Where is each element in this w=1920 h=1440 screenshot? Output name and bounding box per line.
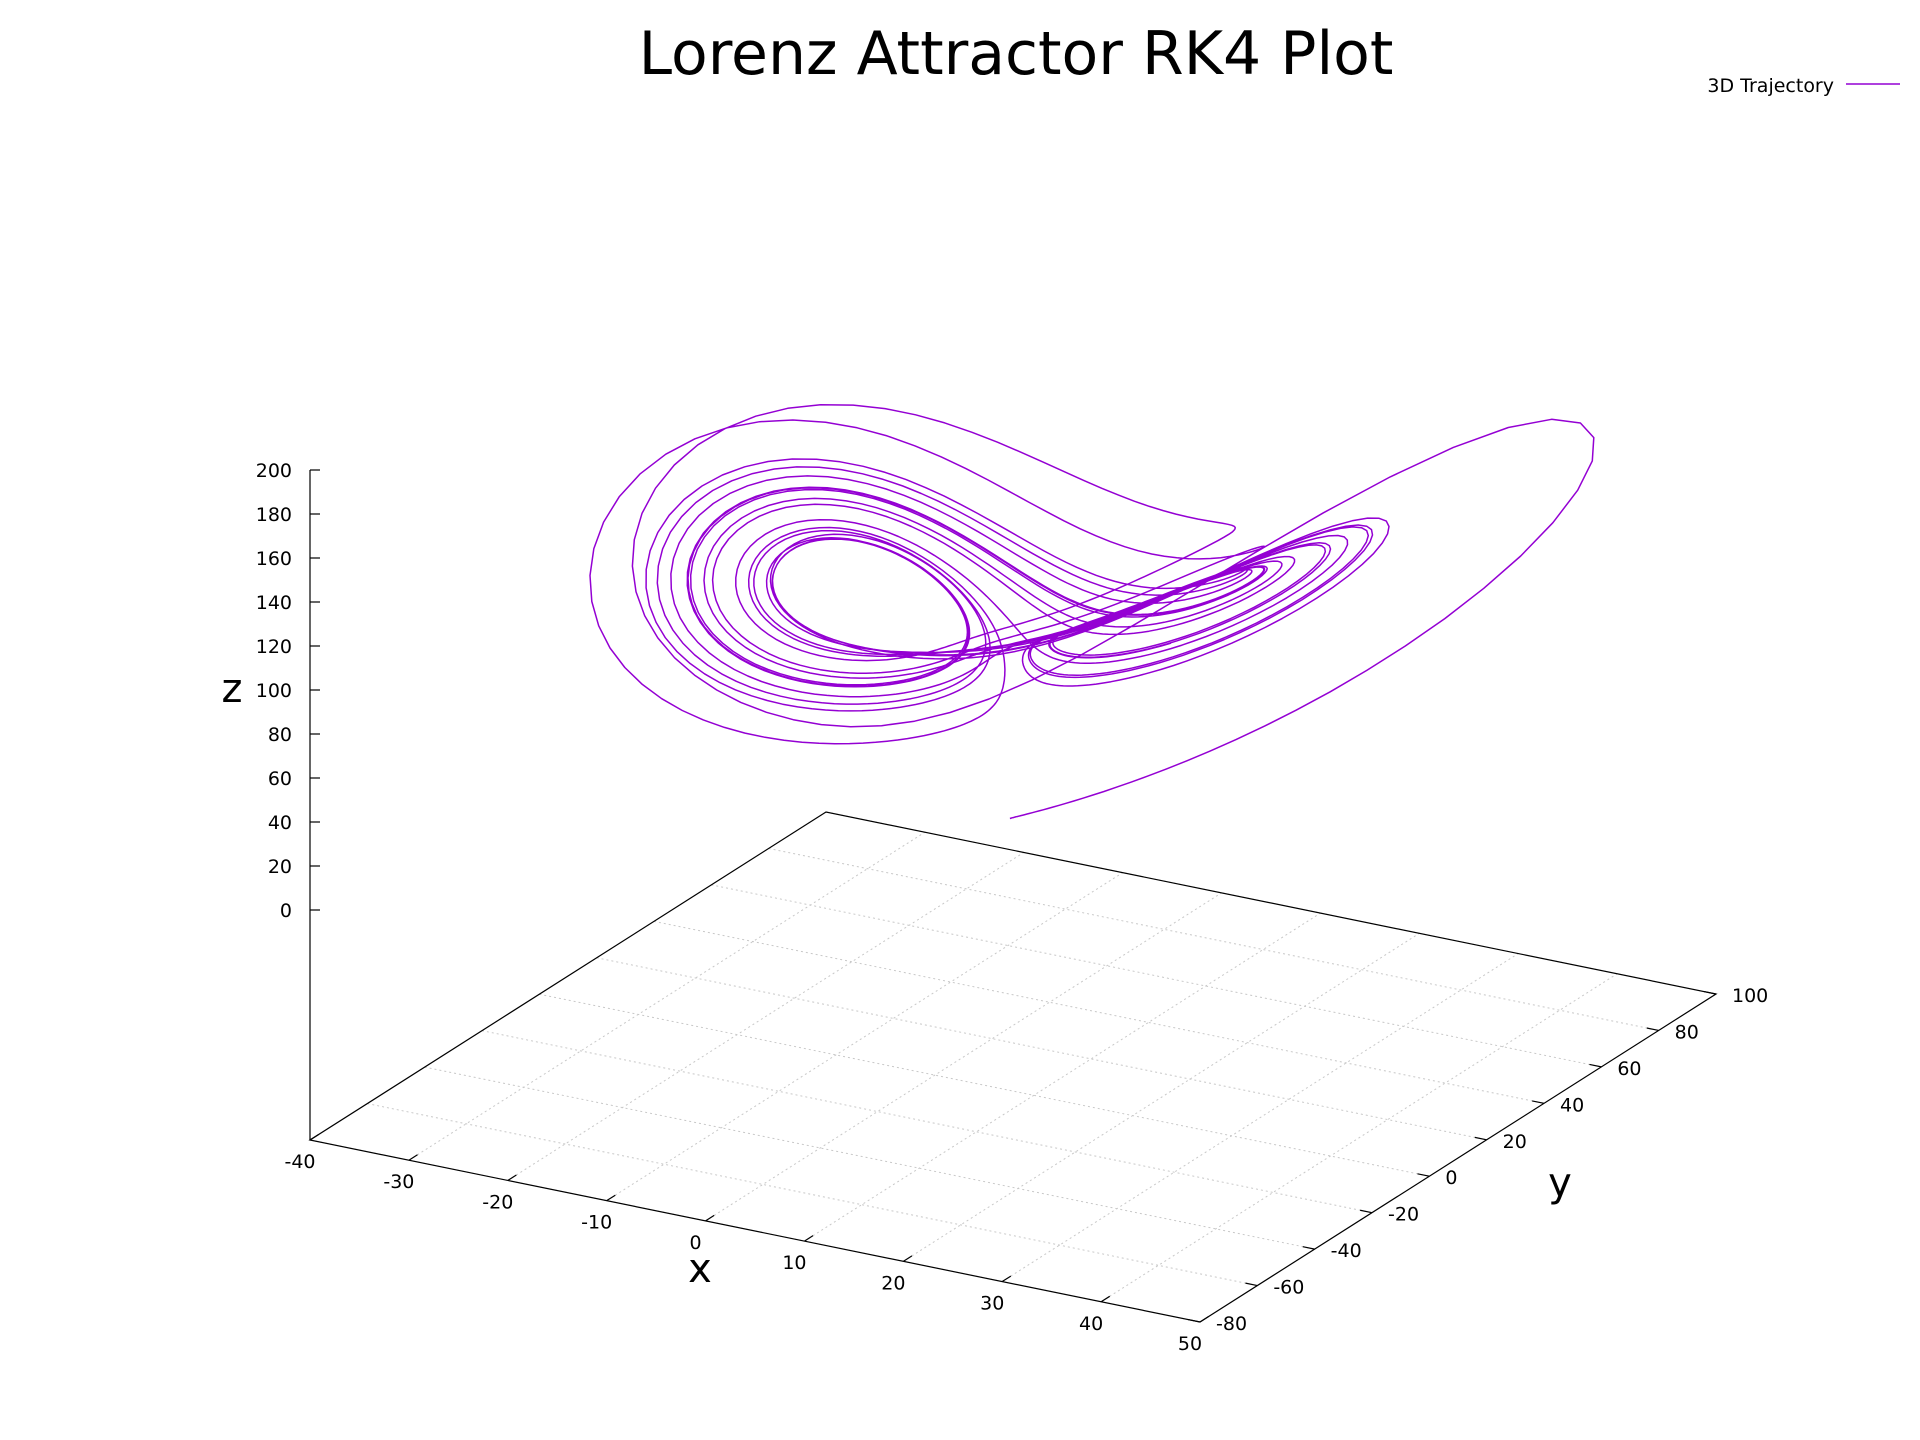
z-tick-label: 20	[268, 856, 292, 878]
legend: 3D Trajectory	[1707, 75, 1900, 97]
y-tick-label: 40	[1560, 1094, 1584, 1116]
x-tick-mark	[804, 1235, 814, 1242]
x-tick-label: 40	[1079, 1313, 1103, 1335]
x-tick-mark	[507, 1174, 517, 1181]
x-tick-label: -20	[482, 1191, 513, 1213]
y-tick-label: 80	[1675, 1021, 1699, 1043]
z-axis-label: z	[222, 666, 243, 712]
grid-line-y	[711, 884, 1602, 1068]
z-tick-label: 80	[268, 724, 292, 746]
z-tick-label: 100	[256, 680, 292, 702]
x-tick-label: 30	[980, 1293, 1004, 1315]
y-tick-mark	[1704, 990, 1717, 995]
y-tick-label: 60	[1617, 1058, 1641, 1080]
x-tick-mark	[309, 1134, 319, 1141]
y-tick-label: -60	[1273, 1277, 1304, 1299]
x-tick-mark	[1001, 1275, 1012, 1283]
grid-line-y	[596, 957, 1487, 1141]
z-tick-label: 200	[256, 460, 292, 482]
grid-line-x	[1001, 953, 1519, 1282]
y-tick-mark	[1646, 1027, 1659, 1032]
y-tick-mark	[1188, 1318, 1201, 1323]
x-tick-label: -10	[581, 1212, 612, 1234]
y-tick-label: 20	[1503, 1131, 1527, 1153]
grid-line-x	[705, 892, 1222, 1222]
grid-line-x	[507, 852, 1025, 1181]
y-tick-label: -40	[1331, 1240, 1362, 1262]
y-axis-label: y	[1548, 1160, 1572, 1206]
z-tick-label: 60	[268, 768, 292, 790]
grid-line-y	[481, 1030, 1373, 1214]
y-tick-mark	[1474, 1136, 1487, 1141]
grid-line-y	[539, 993, 1430, 1177]
z-tick-label: 40	[268, 812, 292, 834]
x-tick-mark	[903, 1255, 913, 1262]
grid-line-x	[1100, 973, 1618, 1303]
y-tick-mark	[1589, 1063, 1602, 1068]
x-tick-label: -30	[383, 1171, 414, 1193]
z-tick-label: 120	[256, 636, 292, 658]
y-tick-label: -80	[1216, 1313, 1247, 1335]
y-tick-mark	[1532, 1100, 1545, 1104]
grid-line-x	[804, 912, 1321, 1242]
z-tick-label: 0	[280, 900, 292, 922]
x-tick-mark	[606, 1194, 616, 1202]
y-tick-label: 100	[1732, 985, 1768, 1007]
x-tick-label: 50	[1178, 1333, 1202, 1355]
x-tick-mark	[408, 1154, 418, 1161]
series-3d-trajectory	[589, 404, 1595, 820]
x-tick-mark	[1199, 1316, 1209, 1323]
x-tick-label: 10	[782, 1252, 806, 1274]
grid-line-x	[903, 932, 1420, 1262]
x-tick-label: 20	[881, 1272, 905, 1294]
legend-label: 3D Trajectory	[1707, 75, 1834, 97]
z-tick-label: 180	[256, 504, 292, 526]
y-tick-mark	[1360, 1209, 1373, 1214]
y-tick-mark	[1417, 1173, 1430, 1177]
y-tick-label: -20	[1388, 1204, 1419, 1226]
y-tick-mark	[1245, 1282, 1258, 1287]
grid-line-y	[424, 1066, 1315, 1250]
grid-line-y	[653, 920, 1545, 1104]
grid-line-y	[367, 1103, 1258, 1287]
x-tick-mark	[705, 1214, 715, 1222]
x-tick-mark	[1100, 1295, 1111, 1303]
chart-title: Lorenz Attractor RK4 Plot	[639, 19, 1394, 89]
y-tick-mark	[1302, 1246, 1315, 1250]
grid-line-y	[768, 847, 1659, 1031]
floor-grid	[309, 811, 1717, 1323]
grid-line-x	[408, 831, 926, 1161]
tick-labels: -40 -30 -20 -10 0 10 20 30 40 50 -80 -60 -40 -20 0 20 40…	[256, 460, 1769, 1355]
grid-line-x	[606, 872, 1123, 1202]
y-tick-label: 0	[1445, 1167, 1457, 1189]
floor-border	[308, 811, 1718, 1323]
x-tick-label: 0	[690, 1232, 702, 1254]
z-tick-label: 160	[256, 548, 292, 570]
axes	[308, 469, 1718, 1323]
z-tick-label: 140	[256, 592, 292, 614]
x-tick-label: -40	[284, 1151, 315, 1173]
x-axis-label: x	[688, 1246, 712, 1292]
